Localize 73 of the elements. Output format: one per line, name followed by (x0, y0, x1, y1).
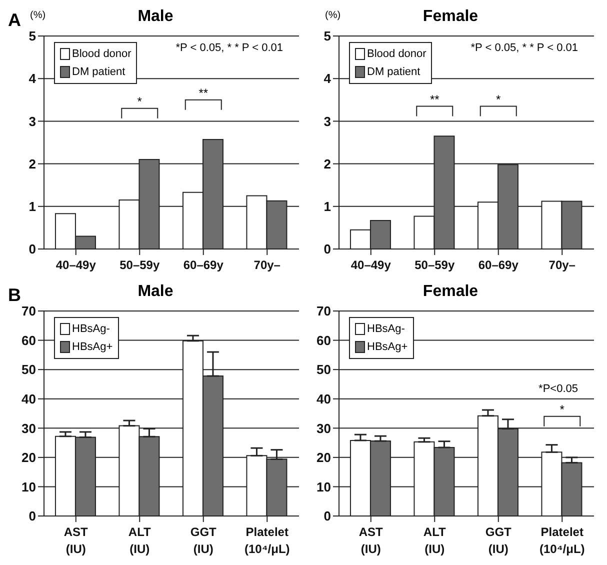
legend-label: HBsAg- (367, 322, 405, 337)
text: B (8, 285, 21, 306)
annotation: * (496, 92, 502, 106)
x-tick-label: AST (IU) (358, 525, 384, 556)
significance-bracket: * (121, 94, 158, 119)
y-tick-label: 2 (28, 156, 36, 172)
significance-bracket: ** (416, 92, 454, 117)
annotation: *P<0.05 (538, 383, 578, 395)
x-tick-label: GGT (IU) (190, 525, 218, 556)
significance-bracket: ** (184, 86, 222, 110)
y-tick-label: 60 (22, 332, 36, 348)
x-tick-label: 40–49y (350, 258, 392, 272)
y-tick-label: 10 (316, 479, 331, 494)
annotation: * (560, 402, 565, 416)
x-tick-label: Platelet (10⁴/μL) (244, 525, 290, 556)
x-tick-label: 50–59y (414, 258, 455, 272)
y-tick-label: 10 (22, 479, 36, 494)
annotation: ** (198, 86, 208, 100)
x-tick-label: 60–69y (183, 258, 224, 272)
y-tick-label: 0 (28, 508, 36, 524)
y-tick-label: 40 (22, 391, 36, 406)
y-tick-label: 5 (28, 28, 36, 44)
y-tick-label: 60 (316, 332, 331, 348)
annotation: ** (430, 92, 440, 106)
significance-bracket: * (544, 402, 581, 427)
chart-title: Female (422, 283, 480, 302)
y-tick-label: 0 (324, 508, 331, 524)
chart-title: Male (138, 8, 174, 25)
x-tick-label: 60–69y (478, 258, 519, 272)
y-tick-label: 4 (324, 71, 332, 86)
x-tick-label: ALT (IU) (423, 525, 447, 556)
y-tick-label: 50 (316, 362, 331, 378)
legend-label: DM patient (367, 65, 420, 80)
legend-label: DM patient (72, 65, 126, 80)
y-tick-label: 30 (316, 420, 331, 436)
x-tick-label: ALT (IU) (128, 525, 152, 556)
x-tick-label: 70y– (254, 258, 281, 272)
y-tick-label: 1 (28, 199, 36, 214)
x-tick-label: 50–59y (120, 258, 160, 272)
y-tick-label: 0 (28, 242, 36, 257)
y-axis-title: (%) (325, 10, 341, 21)
y-tick-label: 30 (22, 420, 36, 436)
chart-title: Female (422, 8, 478, 25)
chart-title: Male (138, 283, 174, 300)
legend-label: HBsAg+ (367, 340, 408, 355)
y-tick-label: 3 (28, 114, 36, 129)
x-tick-label: 70y– (548, 258, 576, 272)
y-tick-label: 5 (324, 28, 331, 44)
y-tick-label: 4 (28, 71, 37, 86)
annotation: *P < 0.05, * * P < 0.01 (470, 42, 578, 54)
y-tick-label: 20 (22, 450, 36, 466)
x-tick-label: AST (IU) (64, 525, 89, 556)
significance-bracket: * (480, 92, 517, 117)
y-tick-label: 2 (324, 156, 331, 172)
y-tick-label: 20 (316, 450, 331, 466)
y-tick-label: 70 (316, 304, 331, 319)
legend-label: Blood donor (72, 47, 132, 62)
x-tick-label: Platelet (10⁴/μL) (539, 525, 585, 556)
annotation: *P < 0.05, * * P < 0.01 (176, 42, 283, 54)
legend-label: HBsAg- (72, 322, 110, 337)
x-tick-label: 40–49y (56, 258, 96, 272)
y-tick-label: 50 (22, 362, 36, 378)
y-tick-label: 70 (22, 304, 36, 319)
legend-label: HBsAg+ (72, 340, 113, 355)
annotation: * (137, 94, 142, 108)
y-tick-label: 3 (324, 114, 331, 129)
y-tick-label: 40 (316, 391, 331, 406)
y-axis-title: (%) (30, 10, 46, 21)
x-tick-label: GGT (IU) (485, 525, 512, 556)
y-tick-label: 1 (324, 199, 331, 214)
text: A (8, 10, 21, 31)
legend-label: Blood donor (367, 47, 426, 62)
y-tick-label: 0 (324, 242, 331, 257)
